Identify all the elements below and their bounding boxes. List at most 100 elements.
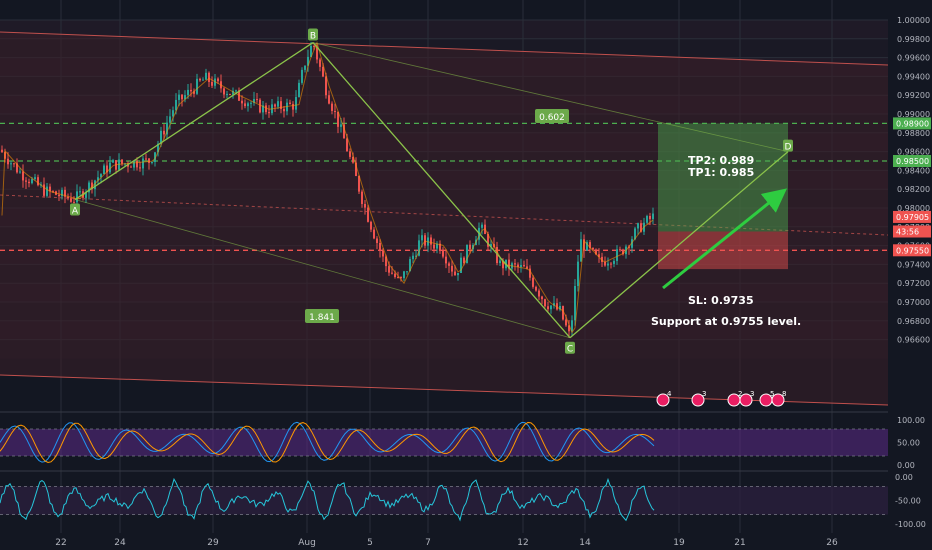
candle-body (157, 143, 159, 153)
candle-body (97, 177, 99, 181)
candle-body (277, 101, 279, 107)
pattern-point-d-label: D (785, 143, 792, 153)
candle-body (229, 93, 231, 95)
candle-body (598, 254, 600, 257)
band (0, 20, 888, 39)
event-badge (771, 393, 785, 407)
candle-body (328, 95, 330, 104)
candle-body (190, 89, 192, 92)
candle-body (547, 306, 549, 310)
candle-body (469, 244, 471, 250)
candle-body (418, 240, 420, 256)
candle-body (145, 158, 147, 160)
candle-body (409, 259, 411, 272)
candle-body (139, 167, 141, 169)
candle-body (385, 256, 387, 267)
candle-body (376, 238, 378, 243)
pattern-point-a-badge (70, 203, 80, 216)
candle-body (580, 239, 582, 262)
candle-body (358, 176, 360, 192)
candle-body (106, 165, 108, 173)
candle-body (454, 271, 456, 276)
candle-body (1, 149, 3, 153)
time-tick-label: 19 (673, 538, 685, 548)
pattern-leg-ab (74, 42, 314, 201)
candle-body (556, 303, 558, 310)
candle-body (544, 299, 546, 307)
candle-body (265, 105, 267, 113)
candle-body (244, 103, 246, 107)
time-tick-label: 26 (826, 538, 838, 548)
candle-body (247, 103, 249, 107)
candle-body (283, 108, 285, 112)
price-badge (893, 117, 931, 130)
candle-body (28, 181, 30, 184)
price-badge-label: 0.97905 (896, 213, 929, 222)
candle-body (262, 105, 264, 113)
candle-body (289, 102, 291, 104)
candle-body (550, 305, 552, 310)
candle-body (439, 243, 441, 251)
pattern-point-c-badge (565, 341, 575, 354)
time-tick-label: 7 (425, 538, 431, 548)
pattern-point-d-badge (783, 139, 793, 152)
candle-body (325, 76, 327, 96)
candle-body (367, 207, 369, 222)
candle-body (532, 277, 534, 287)
candle-body (463, 257, 465, 264)
candle-body (295, 97, 297, 110)
candle-body (316, 46, 318, 60)
candle-body (19, 171, 21, 173)
channel-layer (0, 31, 889, 406)
candle-body (412, 255, 414, 260)
candle-body (616, 249, 618, 261)
candle-body (91, 182, 93, 190)
abcd-pattern-layer: A B C D 0.602 1.841 (70, 28, 793, 355)
osc2-tick-label: -50.00 (895, 497, 921, 506)
osc2-band (0, 486, 888, 515)
oscillators-layer (0, 411, 932, 522)
profit-zone (658, 123, 788, 232)
candle-body (250, 102, 252, 104)
candle-body (502, 260, 504, 269)
candle-body (370, 221, 372, 230)
price-badge (893, 244, 931, 257)
candle-body (586, 242, 588, 251)
candle-body (46, 186, 48, 196)
candle-body (163, 130, 165, 135)
candle-body (61, 189, 63, 197)
price-tick-label: 0.98000 (897, 204, 930, 213)
candle-body (16, 163, 18, 173)
pattern-ratio-line-bd (312, 42, 789, 152)
osc2-line (0, 477, 655, 522)
candle-body (553, 303, 555, 306)
candle-body (76, 191, 78, 203)
candle-body (322, 66, 324, 77)
candle-body (154, 152, 156, 162)
candle-body (49, 186, 51, 192)
candle-body (292, 103, 294, 110)
candle-body (10, 163, 12, 165)
candle-body (253, 99, 255, 103)
candle-body (130, 166, 132, 168)
candle-body (208, 72, 210, 82)
pattern-leg-bc (312, 42, 571, 339)
candle-body (304, 65, 306, 70)
candle-body (622, 249, 624, 255)
event-badge-count: 4 (667, 390, 672, 398)
candle-body (433, 244, 435, 249)
candle-body (442, 250, 444, 257)
candle-body (58, 194, 60, 197)
time-tick-label: 5 (367, 538, 373, 548)
candle-body (487, 234, 489, 247)
candle-body (142, 158, 144, 169)
candle-body (22, 171, 24, 181)
candle-body (394, 273, 396, 277)
candle-body (451, 265, 453, 272)
time-tick-label: Aug (298, 538, 316, 548)
price-axis-bg (888, 0, 932, 550)
ratio-badge (305, 309, 339, 323)
candle-body (310, 45, 312, 57)
candle-body (436, 243, 438, 249)
